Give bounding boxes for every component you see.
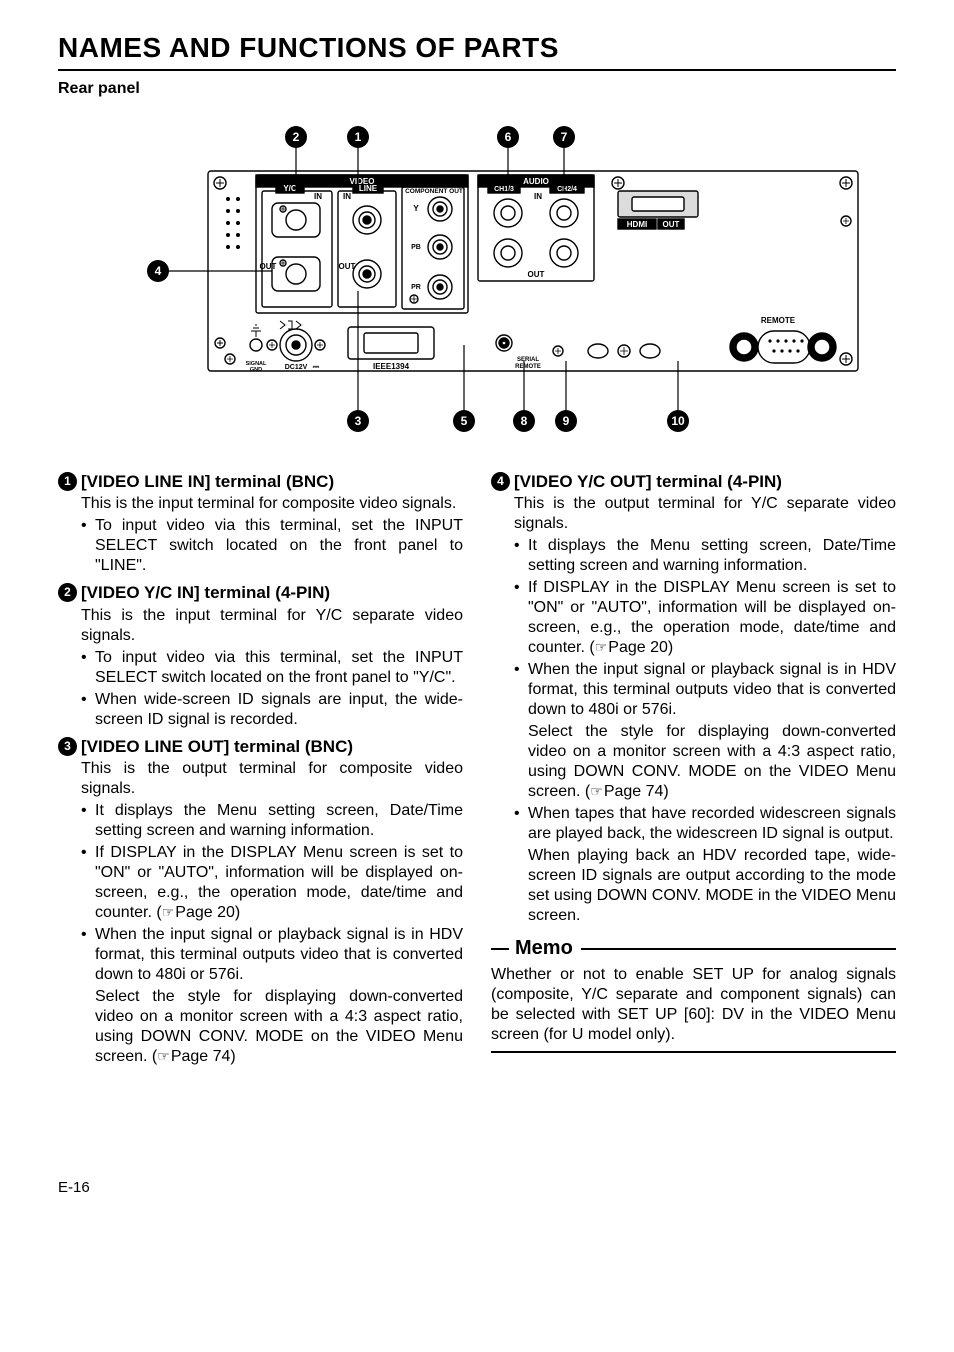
label-in-audio: IN <box>534 192 542 201</box>
label-line: LINE <box>359 184 378 193</box>
section-2-head: 2 [VIDEO Y/C IN] terminal (4-PIN) <box>58 582 463 603</box>
body-columns: 1 [VIDEO LINE IN] terminal (BNC) This is… <box>58 465 896 1069</box>
label-gnd: GND <box>250 367 262 373</box>
callout-7: 7 <box>553 126 575 148</box>
section-2-lead: This is the input terminal for Y/C separ… <box>81 606 463 646</box>
section-3-bullet-1: It displays the Menu setting screen, Dat… <box>81 801 463 841</box>
label-yc: Y/C <box>283 184 297 193</box>
rear-panel-diagram: VIDEO Y/C LINE AUDIO CH1/3 CH2/4 HDMI OU… <box>58 121 896 447</box>
page-ref-icon: Page 20 <box>162 904 235 921</box>
section-4-head: 4 [VIDEO Y/C OUT] terminal (4-PIN) <box>491 471 896 492</box>
callout-9: 9 <box>555 410 577 432</box>
page-ref-icon: Page 20 <box>595 639 668 656</box>
section-3-head: 3 [VIDEO LINE OUT] terminal (BNC) <box>58 736 463 757</box>
page-number: E-16 <box>58 1179 896 1198</box>
section-3-num-icon: 3 <box>58 737 77 756</box>
section-3-bullet-3: When the input signal or playback signal… <box>81 925 463 1067</box>
page-ref-icon: Page 74 <box>590 783 663 800</box>
callout-3: 3 <box>347 410 369 432</box>
memo-title: Memo <box>515 936 573 961</box>
label-component-out: COMPONENT OUT <box>405 188 463 195</box>
memo-body: Whether or not to enable SET UP for anal… <box>491 965 896 1045</box>
section-4-bullet-3: When the input signal or playback signal… <box>514 660 896 802</box>
section-2-title: [VIDEO Y/C IN] terminal (4-PIN) <box>81 582 330 603</box>
label-in-yc: IN <box>314 192 322 201</box>
section-4-bullet-1: It displays the Menu setting screen, Dat… <box>514 536 896 576</box>
label-dc12v: DC12V <box>285 364 308 371</box>
section-1-num-icon: 1 <box>58 472 77 491</box>
section-1-title: [VIDEO LINE IN] terminal (BNC) <box>81 471 334 492</box>
label-remote: REMOTE <box>761 316 796 325</box>
label-ch24: CH2/4 <box>557 186 577 193</box>
section-2-num-icon: 2 <box>58 583 77 602</box>
section-3-title: [VIDEO LINE OUT] terminal (BNC) <box>81 736 353 757</box>
label-hdmi: HDMI <box>627 220 647 229</box>
callout-5: 5 <box>453 410 475 432</box>
label-pb: PB <box>411 244 421 251</box>
memo-bottom-rule <box>491 1051 896 1053</box>
label-y: Y <box>413 204 419 213</box>
section-4-num-icon: 4 <box>491 472 510 491</box>
label-ieee1394: IEEE1394 <box>373 362 410 371</box>
callout-10: 10 <box>667 410 689 432</box>
svg-text:7: 7 <box>561 130 568 144</box>
label-dc-sym: ⎓ <box>313 362 320 371</box>
section-4-bullet-4: When tapes that have recorded widescreen… <box>514 804 896 926</box>
subheading: Rear panel <box>58 79 896 99</box>
svg-text:10: 10 <box>671 414 685 428</box>
section-4-title: [VIDEO Y/C OUT] terminal (4-PIN) <box>514 471 782 492</box>
section-1-head: 1 [VIDEO LINE IN] terminal (BNC) <box>58 471 463 492</box>
rear-panel-svg: VIDEO Y/C LINE AUDIO CH1/3 CH2/4 HDMI OU… <box>58 121 898 441</box>
label-serial: SERIAL <box>517 357 539 363</box>
callout-2: 2 <box>285 126 307 148</box>
svg-text:2: 2 <box>293 130 300 144</box>
svg-text:6: 6 <box>505 130 512 144</box>
memo-heading: Memo <box>491 936 896 961</box>
callout-8: 8 <box>513 410 535 432</box>
section-2-bullet-2: When wide-screen ID signals are input, t… <box>81 690 463 730</box>
svg-text:8: 8 <box>521 414 528 428</box>
callout-4: 4 <box>147 260 169 282</box>
section-3-lead: This is the output terminal for composit… <box>81 759 463 799</box>
label-pr: PR <box>411 284 421 291</box>
page-ref-icon: Page 74 <box>157 1048 230 1065</box>
left-column: 1 [VIDEO LINE IN] terminal (BNC) This is… <box>58 465 463 1069</box>
svg-text:9: 9 <box>563 414 570 428</box>
section-4-bullet-2: If DISPLAY in the DISPLAY Menu screen is… <box>514 578 896 658</box>
section-4-lead: This is the output terminal for Y/C sepa… <box>514 494 896 534</box>
title-rule <box>58 69 896 71</box>
callout-1: 1 <box>347 126 369 148</box>
section-2-bullet-1: To input video via this terminal, set th… <box>81 648 463 688</box>
label-in-line: IN <box>343 192 351 201</box>
svg-text:4: 4 <box>155 264 162 278</box>
section-3-bullet-2: If DISPLAY in the DISPLAY Menu screen is… <box>81 843 463 923</box>
page-title: NAMES AND FUNCTIONS OF PARTS <box>58 30 896 65</box>
label-audio: AUDIO <box>523 177 549 186</box>
label-ch13: CH1/3 <box>494 186 514 193</box>
section-1-bullet: To input video via this terminal, set th… <box>81 516 463 576</box>
right-column: 4 [VIDEO Y/C OUT] terminal (4-PIN) This … <box>491 465 896 1069</box>
label-hdmi-out: OUT <box>663 220 680 229</box>
section-1-lead: This is the input terminal for composite… <box>81 494 463 514</box>
label-out-yc: OUT <box>260 262 277 271</box>
svg-text:1: 1 <box>355 130 362 144</box>
svg-text:5: 5 <box>461 414 468 428</box>
label-out-audio: OUT <box>528 270 545 279</box>
label-remote2: REMOTE <box>515 364 541 370</box>
callout-6: 6 <box>497 126 519 148</box>
label-out-line: OUT <box>339 262 356 271</box>
svg-text:3: 3 <box>355 414 362 428</box>
